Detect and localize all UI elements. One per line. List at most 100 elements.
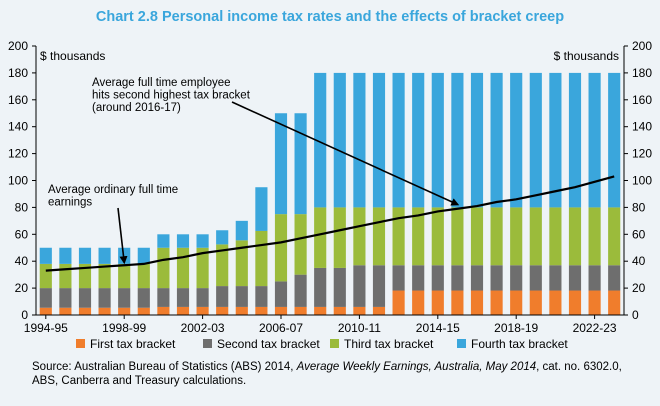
bar-segment bbox=[274, 113, 288, 215]
bar-segment bbox=[314, 267, 327, 307]
bar-segment bbox=[588, 207, 601, 266]
bar-segment bbox=[392, 207, 405, 266]
bar-segment bbox=[372, 306, 386, 315]
x-tick-label: 2002-03 bbox=[181, 321, 225, 335]
legend-swatch bbox=[203, 339, 212, 348]
bar-segment bbox=[510, 290, 523, 315]
right-y-tick-label: 40 bbox=[632, 254, 646, 268]
bar-segment bbox=[118, 307, 131, 315]
bar-segment bbox=[314, 306, 327, 315]
bar-segment bbox=[333, 306, 346, 315]
line-layer bbox=[45, 175, 615, 272]
annotation-text-line: earnings bbox=[48, 197, 92, 209]
bar-segment bbox=[372, 207, 386, 266]
right-y-tick-label: 100 bbox=[632, 174, 652, 188]
right-y-tick-label: 160 bbox=[632, 93, 652, 107]
bar-segment bbox=[216, 244, 229, 287]
legend-label: Second tax bracket bbox=[217, 337, 320, 351]
legend-label: Third tax bracket bbox=[344, 337, 434, 351]
bar-segment bbox=[39, 307, 52, 315]
bar-segment bbox=[98, 263, 111, 289]
bar-segment bbox=[412, 72, 425, 208]
bar-segment bbox=[568, 290, 582, 315]
bar-segment bbox=[549, 207, 562, 266]
bar-segment bbox=[157, 288, 170, 307]
legend-swatch bbox=[457, 339, 466, 348]
bar-segment bbox=[78, 288, 92, 308]
bar-segment bbox=[333, 207, 346, 268]
annotation-text: Average full time employee hits second hi… bbox=[92, 77, 251, 114]
bar-segment bbox=[255, 187, 268, 231]
bar-segment bbox=[235, 306, 248, 315]
legend-swatch bbox=[330, 339, 339, 348]
x-tick-label: 2006-07 bbox=[259, 321, 303, 335]
left-y-tick-label: 20 bbox=[15, 281, 29, 295]
bar-segment bbox=[568, 207, 582, 266]
right-y-axis-label: $ thousands bbox=[554, 49, 619, 63]
annotations-layer: Average ordinary full time earnings Averag… bbox=[48, 77, 460, 265]
annotation-text-line: hits second highest tax bracket bbox=[92, 90, 251, 102]
right-y-tick-label: 180 bbox=[632, 66, 652, 80]
earnings-line bbox=[45, 175, 615, 272]
source-note: Source: Australian Bureau of Statistics … bbox=[32, 360, 642, 388]
bar-segment bbox=[588, 290, 601, 315]
bar-segment bbox=[490, 265, 503, 291]
bar-segment bbox=[176, 234, 190, 248]
bar-segment bbox=[431, 290, 444, 315]
bar-segment bbox=[353, 306, 366, 315]
left-y-tick-label: 120 bbox=[8, 147, 28, 161]
bar-segment bbox=[255, 230, 268, 287]
bar-segment bbox=[196, 306, 209, 315]
bar-segment bbox=[216, 230, 229, 245]
bar-segment bbox=[431, 265, 444, 291]
right-y-tick-label: 120 bbox=[632, 147, 652, 161]
bar-segment bbox=[392, 265, 405, 291]
bar-segment bbox=[529, 290, 542, 315]
left-y-tick-label: 180 bbox=[8, 66, 28, 80]
bar-segment bbox=[608, 72, 621, 208]
annotation-text-line: Average ordinary full time bbox=[48, 184, 178, 196]
bar-segment bbox=[274, 306, 288, 315]
legend-swatch bbox=[76, 339, 85, 348]
bar-segment bbox=[137, 247, 150, 264]
bar-segment bbox=[372, 265, 386, 307]
bar-segment bbox=[274, 281, 288, 307]
bar-segment bbox=[568, 265, 582, 291]
legend-label: Fourth tax bracket bbox=[471, 337, 568, 351]
bar-segment bbox=[353, 207, 366, 266]
bar-segment bbox=[294, 306, 307, 315]
bar-segment bbox=[78, 247, 92, 264]
bar-segment bbox=[176, 306, 190, 315]
bar-segment bbox=[314, 72, 327, 208]
bar-segment bbox=[549, 290, 562, 315]
source-prefix: Source: Australian Bureau of Statistics … bbox=[32, 361, 297, 373]
bar-segment bbox=[216, 286, 229, 307]
bar-segment bbox=[39, 263, 52, 289]
bar-segment bbox=[529, 72, 542, 208]
bar-segment bbox=[431, 72, 444, 208]
legend: First tax bracket Second tax bracket Third… bbox=[76, 337, 568, 351]
bar-segment bbox=[490, 290, 503, 315]
bar-segment bbox=[451, 72, 464, 208]
bar-segment bbox=[392, 290, 405, 315]
bar-segment bbox=[314, 207, 327, 268]
bar-segment bbox=[510, 265, 523, 291]
bar-segment bbox=[255, 306, 268, 315]
bar-segment bbox=[176, 247, 190, 289]
x-tick-label: 1998-99 bbox=[102, 321, 146, 335]
right-y-tick-label: 20 bbox=[632, 281, 646, 295]
left-y-tick-label: 0 bbox=[21, 308, 28, 322]
right-y-tick-label: 140 bbox=[632, 120, 652, 134]
x-tick-label: 1994-95 bbox=[24, 321, 68, 335]
annotation-arrow bbox=[117, 207, 128, 265]
bar-segment bbox=[118, 263, 131, 289]
left-y-tick-label: 80 bbox=[15, 200, 29, 214]
bar-segment bbox=[196, 288, 209, 307]
bar-segment bbox=[608, 290, 621, 315]
bar-segment bbox=[235, 220, 248, 241]
annotation-text-line: (around 2016-17) bbox=[92, 102, 181, 114]
bar-segment bbox=[549, 265, 562, 291]
bar-segment bbox=[510, 207, 523, 266]
left-y-tick-label: 40 bbox=[15, 254, 29, 268]
